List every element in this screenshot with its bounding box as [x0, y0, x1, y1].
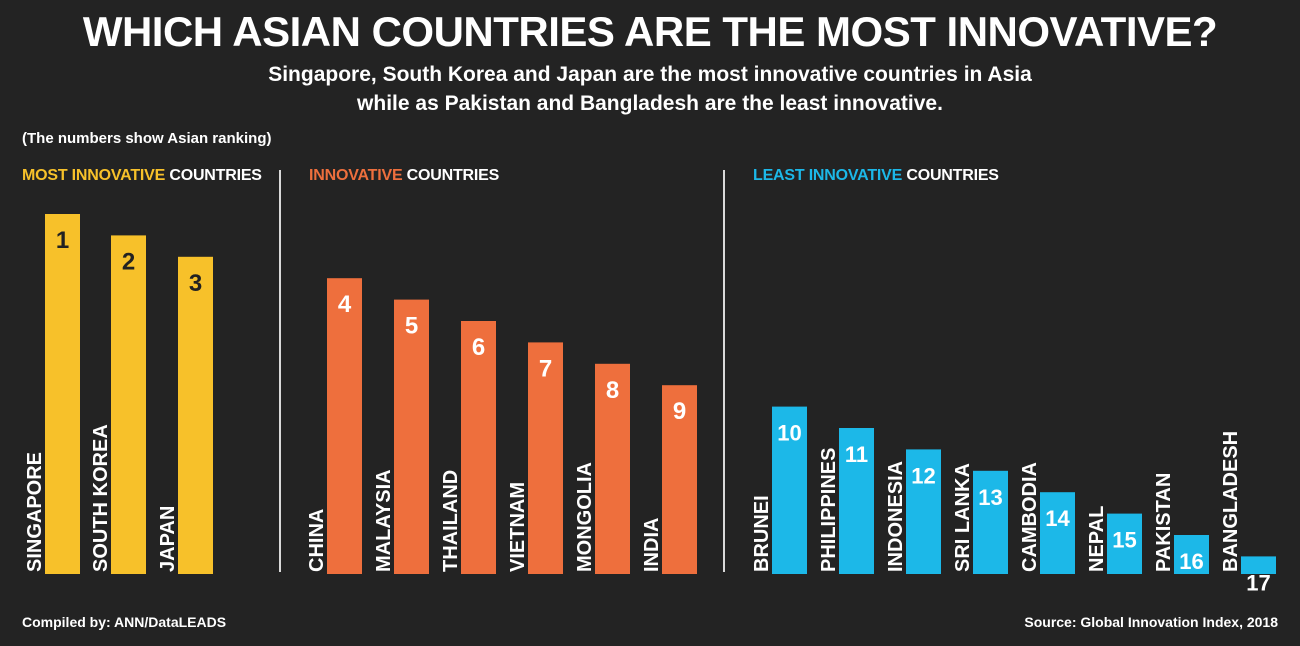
- rank-label-pakistan: 16: [1179, 549, 1203, 574]
- ranking-note: (The numbers show Asian ranking): [22, 130, 272, 147]
- bar-nepal: [1107, 513, 1142, 574]
- subtitle-line-1: Singapore, South Korea and Japan are the…: [268, 63, 1032, 86]
- section-divider-2: [723, 170, 725, 572]
- rank-label-india: 9: [673, 398, 686, 425]
- country-label-south-korea: SOUTH KOREA: [90, 424, 112, 572]
- rank-label-cambodia: 14: [1045, 506, 1070, 531]
- rank-label-singapore: 1: [56, 227, 69, 254]
- country-label-pakistan: PAKISTAN: [1153, 473, 1175, 572]
- section-label-least-innovative: LEAST INNOVATIVE COUNTRIES: [753, 167, 999, 185]
- bar-india: [662, 385, 697, 574]
- section-rest: COUNTRIES: [402, 167, 500, 184]
- country-label-mongolia: MONGOLIA: [574, 462, 596, 572]
- country-label-china: CHINA: [306, 509, 328, 572]
- source-note: Source: Global Innovation Index, 2018: [1024, 614, 1278, 630]
- section-highlight: MOST INNOVATIVE: [22, 167, 166, 184]
- compiled-by: Compiled by: ANN/DataLEADS: [22, 614, 227, 630]
- bar-brunei: [772, 406, 807, 574]
- section-rest: COUNTRIES: [902, 167, 999, 184]
- rank-label-vietnam: 7: [539, 355, 552, 382]
- country-label-sri-lanka: SRI LANKA: [952, 463, 974, 572]
- section-rest: COUNTRIES: [165, 167, 262, 184]
- rank-label-bangladesh: 17: [1246, 570, 1270, 595]
- country-label-indonesia: INDONESIA: [885, 461, 907, 572]
- chart-title: WHICH ASIAN COUNTRIES ARE THE MOST INNOV…: [82, 8, 1218, 55]
- section-highlight: LEAST INNOVATIVE: [753, 167, 903, 184]
- bar-malaysia: [394, 299, 429, 574]
- bar-china: [327, 278, 362, 574]
- rank-label-nepal: 15: [1112, 528, 1136, 553]
- country-label-nepal: NEPAL: [1086, 506, 1108, 572]
- rank-label-mongolia: 8: [606, 377, 619, 404]
- country-label-brunei: BRUNEI: [751, 495, 773, 572]
- section-highlight: INNOVATIVE: [309, 167, 403, 184]
- section-label-innovative: INNOVATIVE COUNTRIES: [309, 167, 499, 185]
- country-label-philippines: PHILIPPINES: [818, 448, 840, 572]
- chart-subtitle: Singapore, South Korea and Japan are the…: [0, 60, 1300, 118]
- bar-mongolia: [595, 363, 630, 574]
- bar-vietnam: [528, 342, 563, 574]
- bar-pakistan: [1174, 535, 1209, 574]
- subtitle-line-2: while as Pakistan and Bangladesh are the…: [357, 92, 943, 115]
- country-label-japan: JAPAN: [157, 506, 179, 572]
- rank-label-philippines: 11: [845, 442, 868, 467]
- rank-label-malaysia: 5: [405, 313, 418, 340]
- bar-philippines: [839, 428, 874, 574]
- rank-label-sri-lanka: 13: [978, 485, 1002, 510]
- rank-label-brunei: 10: [777, 421, 801, 446]
- bar-cambodia: [1040, 492, 1075, 574]
- country-label-vietnam: VIETNAM: [507, 482, 529, 572]
- bar-thailand: [461, 321, 496, 574]
- country-label-thailand: THAILAND: [440, 470, 462, 572]
- bar-singapore: [45, 214, 80, 574]
- section-label-most-innovative: MOST INNOVATIVE COUNTRIES: [22, 167, 262, 185]
- rank-label-indonesia: 12: [911, 463, 935, 488]
- country-label-india: INDIA: [641, 518, 663, 572]
- country-label-singapore: SINGAPORE: [24, 452, 46, 572]
- bar-sri-lanka: [973, 470, 1008, 574]
- bar-indonesia: [906, 449, 941, 574]
- rank-label-japan: 3: [189, 270, 202, 297]
- bar-japan: [178, 256, 213, 574]
- rank-label-china: 4: [338, 291, 352, 318]
- bar-south-korea: [111, 235, 146, 574]
- section-divider-1: [279, 170, 281, 572]
- country-label-bangladesh: BANGLADESH: [1220, 431, 1242, 572]
- bar-bangladesh: [1241, 556, 1276, 574]
- country-label-cambodia: CAMBODIA: [1019, 462, 1041, 572]
- rank-label-south-korea: 2: [122, 248, 135, 275]
- country-label-malaysia: MALAYSIA: [373, 469, 395, 572]
- rank-label-thailand: 6: [472, 334, 485, 361]
